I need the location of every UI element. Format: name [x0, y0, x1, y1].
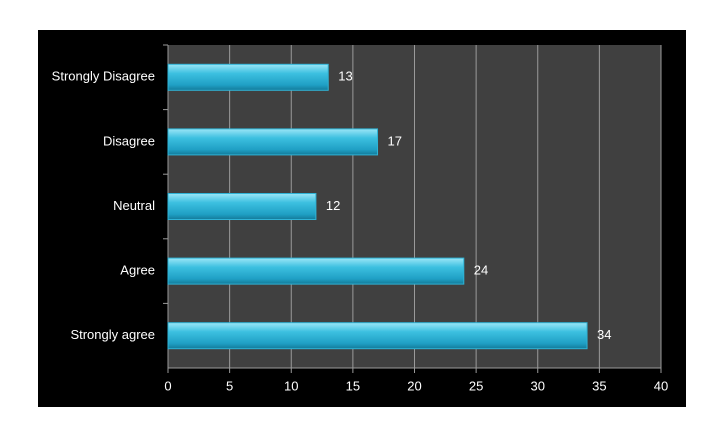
x-tick-label: 30	[531, 378, 545, 393]
y-tick-label: Disagree	[103, 133, 155, 148]
x-tick-label: 20	[407, 378, 421, 393]
y-tick-label: Strongly Disagree	[52, 69, 155, 84]
x-tick-label: 10	[284, 378, 298, 393]
y-tick-label: Neutral	[113, 198, 155, 213]
x-tick-label: 25	[469, 378, 483, 393]
data-label: 24	[474, 263, 488, 278]
bar	[167, 128, 379, 156]
data-label: 12	[326, 198, 340, 213]
bar	[167, 322, 588, 350]
y-tick-label: Strongly agree	[70, 327, 155, 342]
bar	[167, 257, 465, 285]
data-label: 17	[388, 133, 402, 148]
x-tick-label: 0	[164, 378, 171, 393]
y-tick-label: Agree	[120, 263, 155, 278]
x-tick-label: 40	[654, 378, 668, 393]
x-tick-label: 35	[592, 378, 606, 393]
data-label: 13	[338, 69, 352, 84]
x-tick-label: 5	[226, 378, 233, 393]
bar	[167, 193, 317, 220]
bar	[167, 63, 329, 91]
data-label: 34	[597, 327, 611, 342]
x-tick-label: 15	[346, 378, 360, 393]
